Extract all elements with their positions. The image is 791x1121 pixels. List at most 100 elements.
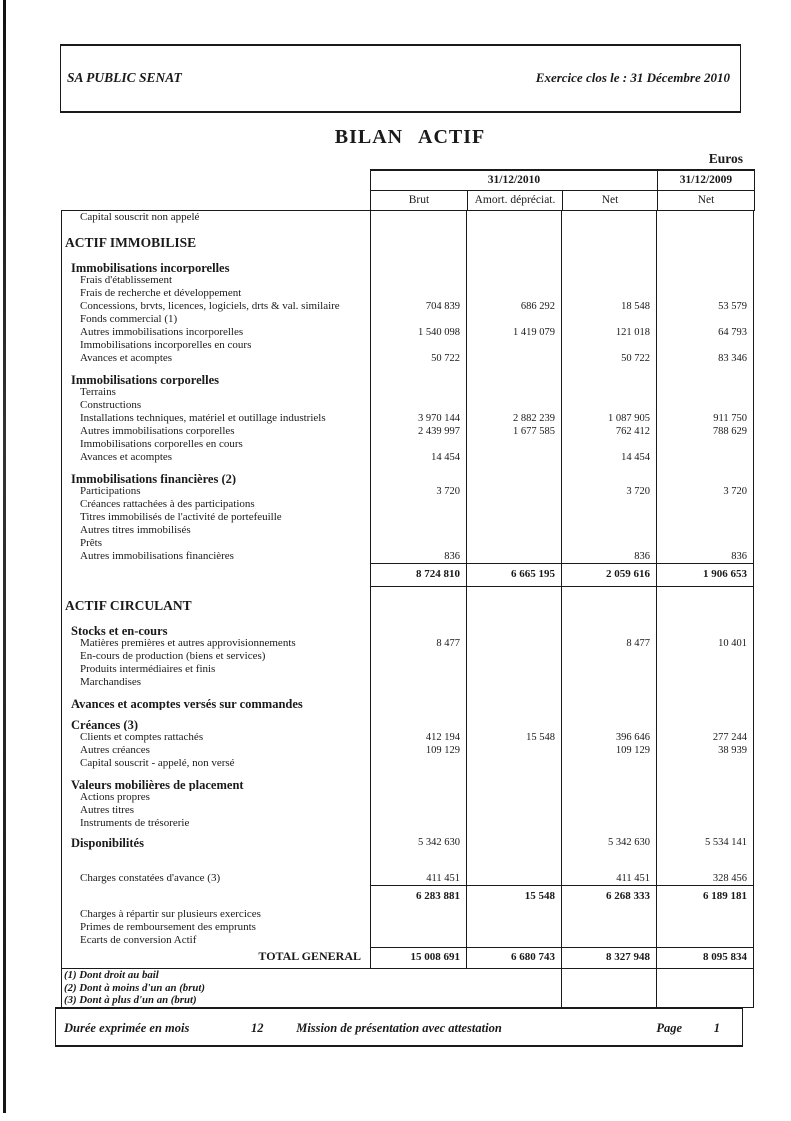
cell-amort-depreciat xyxy=(466,934,561,947)
row-label xyxy=(62,885,370,908)
subcolumn-header-row: Brut Amort. dépréciat. Net Net xyxy=(371,191,754,210)
cell-brut xyxy=(370,791,466,804)
table-row: Marchandises xyxy=(62,676,753,689)
row-label: Stocks et en-cours xyxy=(71,624,168,637)
cell-net-2009 xyxy=(656,676,753,689)
cell-amort-depreciat xyxy=(466,616,561,637)
cell-brut xyxy=(370,399,466,412)
cell-amort-depreciat xyxy=(466,287,561,300)
cell-net-2009: 277 244 xyxy=(656,731,753,744)
row-label xyxy=(62,852,370,872)
cell-brut xyxy=(370,339,466,352)
table-row: Participations 3 720 3 720 3 720 xyxy=(62,485,753,498)
subsection-row: Disponibilités 5 342 630 5 342 630 5 534 14… xyxy=(62,830,753,852)
row-label: Prêts xyxy=(80,537,102,549)
table-row: Concessions, brvts, licences, logiciels,… xyxy=(62,300,753,313)
row-label: Autres immobilisations financières xyxy=(80,550,234,562)
cell-net-2009 xyxy=(656,587,753,616)
cell-amort-depreciat xyxy=(466,757,561,770)
row-label: Constructions xyxy=(80,399,142,411)
cell-brut xyxy=(370,663,466,676)
cell-net-2009 xyxy=(656,511,753,524)
row-label: Créances rattachées à des participations xyxy=(80,498,255,510)
table-row: Autres titres immobilisés xyxy=(62,524,753,537)
cell-amort-depreciat: 6 665 195 xyxy=(466,563,561,587)
cell-amort-depreciat xyxy=(466,224,561,253)
cell-net-2009 xyxy=(656,791,753,804)
cell-net-2009 xyxy=(656,399,753,412)
cell-net-2009: 6 189 181 xyxy=(656,885,753,908)
table-row: Actions propres xyxy=(62,791,753,804)
table-row: Immobilisations incorporelles en cours xyxy=(62,339,753,352)
subtotal-row: 6 283 881 15 548 6 268 333 6 189 181 xyxy=(62,885,753,908)
cell-net-2010 xyxy=(561,908,656,921)
cell-net-2010: 1 087 905 xyxy=(561,412,656,425)
cell-amort-depreciat xyxy=(466,770,561,791)
footnote-label: (3) Dont à plus d'un an (brut) xyxy=(64,994,197,1007)
total-row: TOTAL GENERAL 15 008 691 6 680 743 8 327 94… xyxy=(62,947,753,969)
cell-net-2010 xyxy=(561,224,656,253)
footnote-row: (3) Dont à plus d'un an (brut) xyxy=(62,994,753,1007)
row-label: Charges à répartir sur plusieurs exercic… xyxy=(80,908,261,920)
subsection-row: Immobilisations corporelles xyxy=(62,365,753,386)
cell-brut xyxy=(370,934,466,947)
row-label: Valeurs mobilières de placement xyxy=(71,778,244,791)
subsection-row: Stocks et en-cours xyxy=(62,616,753,637)
cell-net-2009 xyxy=(656,663,753,676)
table-row: Autres créances 109 129 109 129 38 939 xyxy=(62,744,753,757)
table-row: En-cours de production (biens et service… xyxy=(62,650,753,663)
cell-amort-depreciat: 15 548 xyxy=(466,731,561,744)
fiscal-year-end: Exercice clos le : 31 Décembre 2010 xyxy=(535,70,730,85)
table-row: Avances et acomptes 50 722 50 722 83 346 xyxy=(62,352,753,365)
row-label: Frais d'établissement xyxy=(80,274,173,286)
table-column-headers: 31/12/2010 31/12/2009 Brut Amort. dépréc… xyxy=(370,169,755,211)
table-row: Autres immobilisations incorporelles 1 54… xyxy=(62,326,753,339)
row-label: Autres immobilisations incorporelles xyxy=(80,326,244,338)
cell-brut xyxy=(370,498,466,511)
currency-label: Euros xyxy=(708,151,743,166)
row-label: Capital souscrit non appelé xyxy=(80,211,200,223)
cell-net-2009 xyxy=(656,253,753,274)
cell-net-2009 xyxy=(656,365,753,386)
cell-net-2010: 396 646 xyxy=(561,731,656,744)
cell-amort-depreciat xyxy=(466,399,561,412)
cell-net-2009 xyxy=(656,224,753,253)
cell-amort-depreciat xyxy=(466,365,561,386)
cell-net-2009: 53 579 xyxy=(656,300,753,313)
cell-net-2009: 3 720 xyxy=(656,485,753,498)
balance-sheet-table: Capital souscrit non appelé ACTIF IMMOBIL… xyxy=(61,210,754,1008)
footnote-row: (1) Dont droit au bail xyxy=(62,969,753,982)
cell-brut xyxy=(370,211,466,224)
cell-net-2009: 64 793 xyxy=(656,326,753,339)
row-label: ACTIF CIRCULANT xyxy=(65,598,192,613)
cell-net-2010: 121 018 xyxy=(561,326,656,339)
table-row: Autres titres xyxy=(62,804,753,817)
row-label: Charges constatées d'avance (3) xyxy=(80,872,221,884)
cell-net-2009: 836 xyxy=(656,550,753,563)
cell-net-2009 xyxy=(656,211,753,224)
cell-brut xyxy=(370,852,466,872)
col-header-brut: Brut xyxy=(408,194,430,206)
cell-net-2009: 10 401 xyxy=(656,637,753,650)
cell-amort-depreciat xyxy=(466,274,561,287)
row-label: ACTIF IMMOBILISE xyxy=(65,235,197,250)
cell-brut xyxy=(370,274,466,287)
row-label: Avances et acomptes versés sur commandes xyxy=(71,697,303,710)
cell-brut: 1 540 098 xyxy=(370,326,466,339)
cell-net-2010: 6 268 333 xyxy=(561,885,656,908)
row-label: Titres immobilisés de l'activité de port… xyxy=(80,511,282,523)
row-label: Immobilisations corporelles en cours xyxy=(80,438,243,450)
cell-net-2010 xyxy=(561,710,656,731)
cell-brut xyxy=(370,921,466,934)
cell-net-2010 xyxy=(561,464,656,485)
cell-net-2010 xyxy=(561,511,656,524)
cell-net-2010 xyxy=(561,921,656,934)
cell-net-2010 xyxy=(561,994,656,1007)
cell-amort-depreciat: 686 292 xyxy=(466,300,561,313)
cell-brut xyxy=(370,438,466,451)
cell-amort-depreciat: 2 882 239 xyxy=(466,412,561,425)
cell-amort-depreciat: 1 419 079 xyxy=(466,326,561,339)
cell-net-2010 xyxy=(561,770,656,791)
table-row: Capital souscrit non appelé xyxy=(62,211,753,224)
cell-brut xyxy=(370,524,466,537)
